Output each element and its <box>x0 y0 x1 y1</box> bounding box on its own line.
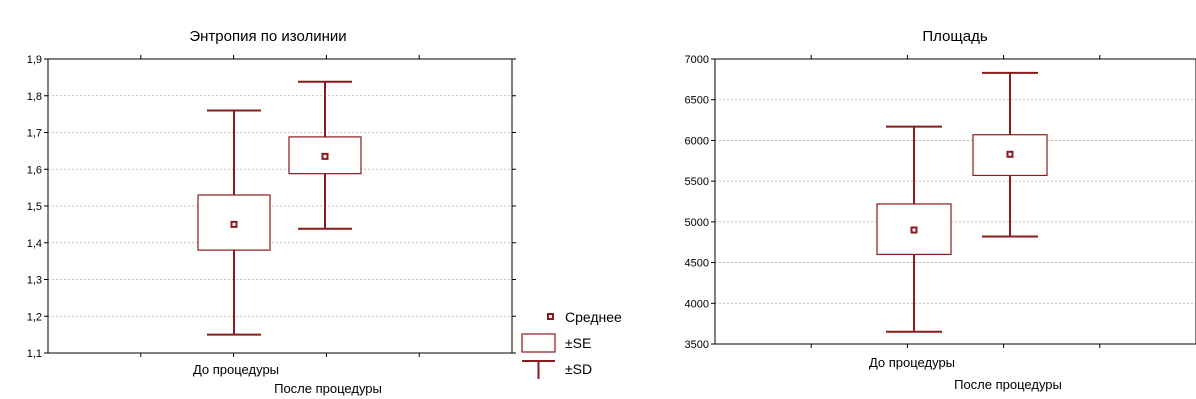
y-tick-label: 4000 <box>685 298 709 310</box>
mean-marker-center <box>323 154 327 158</box>
category-label: После процедуры <box>954 377 1062 392</box>
chart-title: Энтропия по изолинии <box>189 28 346 45</box>
y-tick-label: 6000 <box>685 135 709 147</box>
y-tick-label: 1,5 <box>27 201 42 213</box>
y-tick-label: 6500 <box>685 95 709 107</box>
mean-marker-center <box>912 228 916 232</box>
chart-entropy: Энтропия по изолинии 1,1 1,2 1,3 1,4 1,5 1,6 1,… <box>27 28 516 396</box>
y-tick-label: 4500 <box>685 258 709 270</box>
category-label: После процедуры <box>274 381 382 396</box>
legend-se-box <box>521 333 556 353</box>
y-tick-label: 7000 <box>685 54 709 66</box>
y-tick-label: 5500 <box>685 176 709 188</box>
chart-title: Площадь <box>922 28 987 45</box>
y-tick-label: 1,3 <box>27 275 42 287</box>
category-label: До процедуры <box>193 362 279 377</box>
y-tick-label: 1,1 <box>27 348 42 360</box>
y-tick-label: 1,2 <box>27 311 42 323</box>
y-tick-label: 1,4 <box>27 238 42 250</box>
y-tick-label: 1,7 <box>27 128 42 140</box>
y-tick-label: 3500 <box>685 339 709 351</box>
y-tick-label: 1,8 <box>27 91 42 103</box>
legend-mean-marker-center <box>549 315 552 318</box>
plot-frame <box>47 58 513 354</box>
plot-frame <box>714 58 1196 345</box>
legend-se-label: ±SE <box>565 335 591 351</box>
category-label: До процедуры <box>869 355 955 370</box>
mean-marker-center <box>1008 152 1012 156</box>
y-tick-label: 5000 <box>685 217 709 229</box>
se-box <box>972 134 1048 177</box>
legend-mean-label: Среднее <box>565 309 622 325</box>
y-tick-label: 1,6 <box>27 164 42 176</box>
y-tick-label: 1,9 <box>27 54 42 66</box>
mean-marker-center <box>232 222 236 226</box>
legend: Среднее ±SE ±SD <box>521 309 622 379</box>
legend-sd-label: ±SD <box>565 361 592 377</box>
chart-area: Площадь 3500 4000 4500 5000 5500 6000 6500 7000 Д… <box>685 28 1196 392</box>
